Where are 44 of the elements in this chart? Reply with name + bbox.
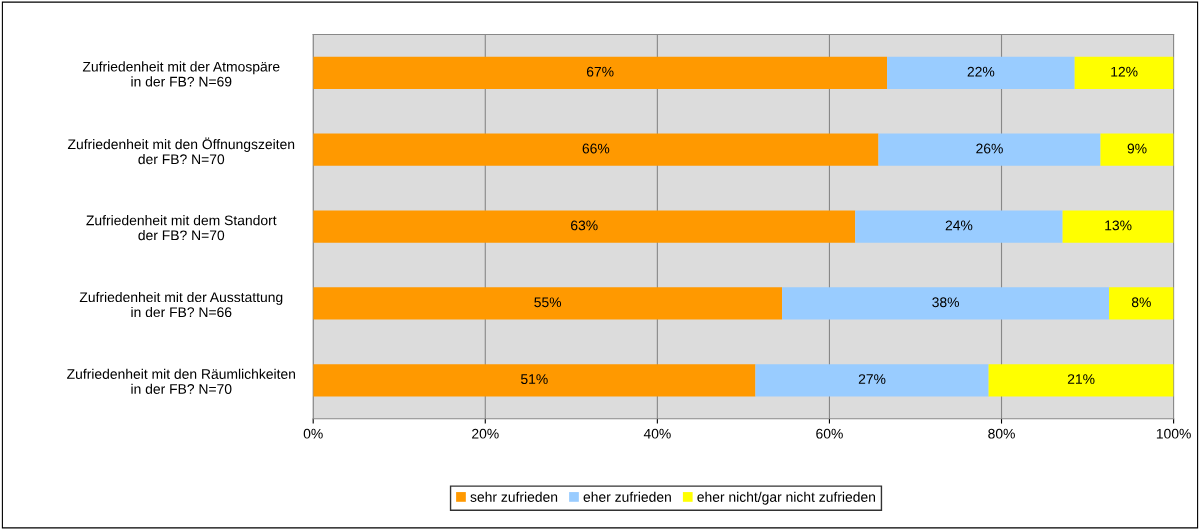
bar bbox=[313, 364, 756, 397]
x-tick-label: 20% bbox=[472, 428, 499, 439]
data-label: 13% bbox=[1105, 220, 1132, 231]
data-label: 38% bbox=[932, 297, 959, 308]
bar bbox=[1074, 56, 1174, 90]
bar bbox=[1100, 133, 1174, 166]
legend-label: eher zufrieden bbox=[583, 491, 671, 502]
bar bbox=[878, 133, 1101, 166]
x-tick-label: 0% bbox=[303, 428, 323, 439]
bar bbox=[988, 364, 1174, 397]
y-tick-label: Zufriedenheit mit den Räumlichkeiten in der FB? N=70 bbox=[67, 368, 295, 394]
bar bbox=[313, 210, 856, 243]
bar bbox=[313, 133, 879, 166]
y-tick-label: Zufriedenheit mit dem Standort der FB? N=70 bbox=[86, 215, 277, 241]
data-label: 22% bbox=[967, 66, 995, 77]
data-label: 63% bbox=[571, 220, 598, 231]
data-label: 26% bbox=[976, 143, 1003, 154]
x-tick-label: 100% bbox=[1156, 428, 1191, 439]
data-label: 27% bbox=[858, 374, 886, 384]
x-tick-label: 60% bbox=[816, 428, 843, 439]
data-label: 66% bbox=[582, 143, 610, 154]
bar bbox=[887, 56, 1075, 90]
bar bbox=[755, 364, 989, 397]
y-tick-label: Zufriedenheit mit der Ausstattung in der FB? N=66 bbox=[79, 291, 283, 318]
legend-label: eher nicht/gar nicht zufrieden bbox=[697, 491, 875, 505]
data-label: 67% bbox=[586, 66, 614, 77]
legend-label: sehr zufrieden bbox=[470, 491, 558, 502]
data-label: 8% bbox=[1131, 297, 1151, 308]
bar bbox=[855, 210, 1063, 243]
data-label: 55% bbox=[534, 297, 562, 308]
y-tick-label: Zufriedenheit mit der Atmospäre in der FB? N=69 bbox=[82, 61, 280, 87]
x-tick-label: 40% bbox=[643, 428, 671, 439]
x-tick-label: 80% bbox=[988, 428, 1015, 439]
bar bbox=[1109, 287, 1174, 320]
data-label: 12% bbox=[1111, 66, 1138, 77]
bar bbox=[782, 287, 1110, 320]
bar bbox=[313, 287, 783, 320]
data-label: 9% bbox=[1127, 143, 1147, 154]
data-label: 21% bbox=[1067, 374, 1095, 384]
data-label: 24% bbox=[945, 220, 973, 231]
y-tick-label: Zufriedenheit mit den Öffnungszeiten der FB? N=70 bbox=[67, 137, 295, 165]
bar bbox=[1062, 210, 1174, 243]
bar bbox=[313, 56, 888, 90]
data-label: 51% bbox=[520, 374, 548, 384]
